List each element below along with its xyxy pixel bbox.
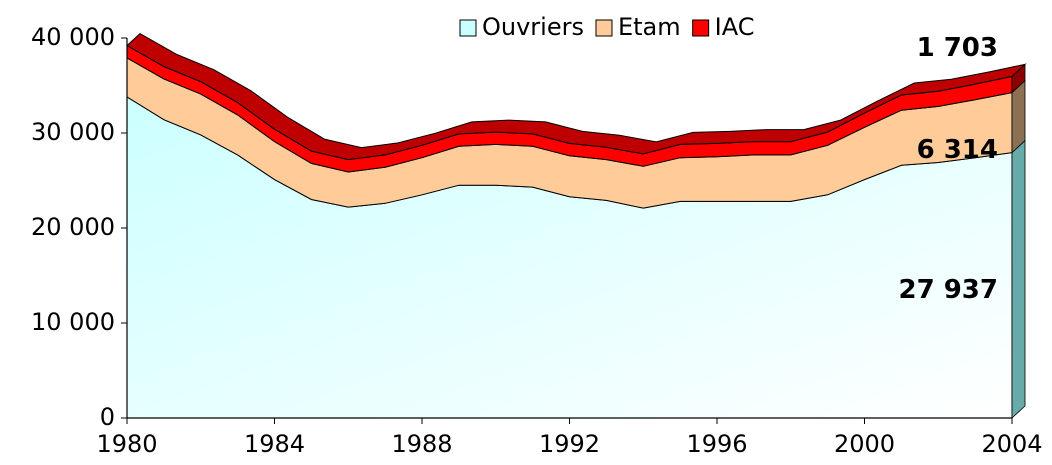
x-tick-label: 2004	[981, 430, 1042, 458]
x-tick-label: 1988	[391, 430, 452, 458]
value-label: 27 937	[898, 275, 998, 305]
value-label: 6 314	[917, 135, 998, 165]
y-tick-label: 10 000	[31, 308, 115, 336]
value-label: 1 703	[917, 33, 998, 63]
y-tick-label: 0	[100, 403, 115, 431]
legend-label: Ouvriers	[482, 13, 584, 41]
legend-label: IAC	[715, 13, 755, 41]
x-tick-label: 1992	[539, 430, 600, 458]
y-tick-label: 40 000	[31, 23, 115, 51]
area-top	[126, 32, 1027, 161]
legend-swatch	[692, 19, 710, 37]
x-tick-label: 1980	[96, 430, 157, 458]
x-tick-label: 1996	[686, 430, 747, 458]
y-tick-label: 30 000	[31, 118, 115, 146]
area-side	[1011, 79, 1026, 154]
x-tick-label: 1984	[244, 430, 305, 458]
x-tick-label: 2000	[834, 430, 895, 458]
legend-swatch	[595, 19, 613, 37]
area-side	[1011, 139, 1026, 419]
y-tick-label: 20 000	[31, 213, 115, 241]
legend-label: Etam	[618, 13, 681, 41]
legend-swatch	[459, 19, 477, 37]
